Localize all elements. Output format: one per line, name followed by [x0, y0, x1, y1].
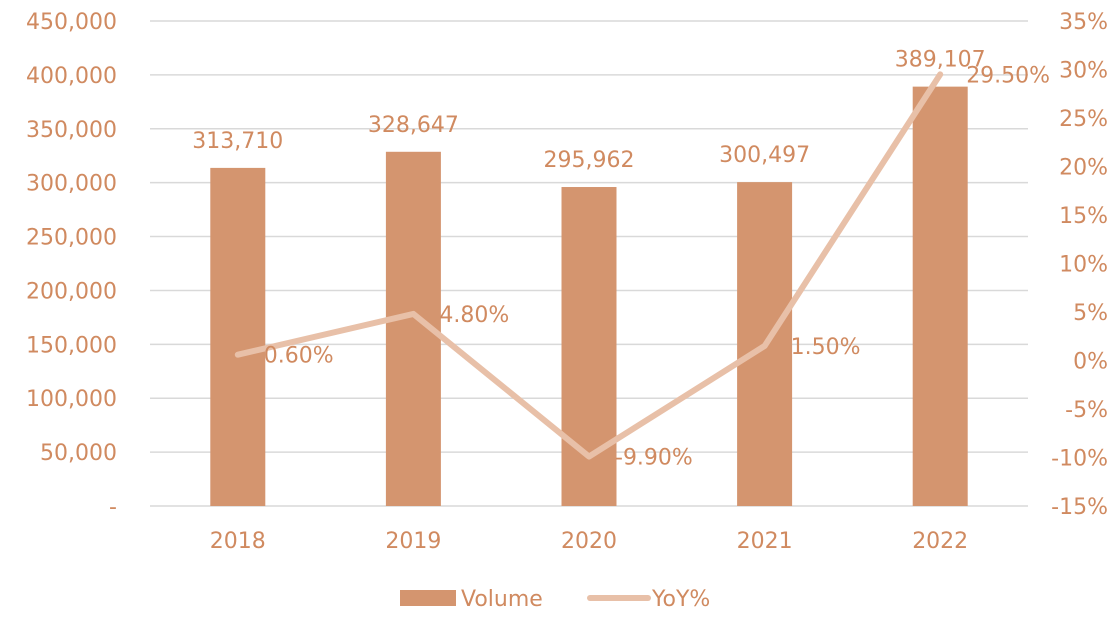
- x-tick-label: 2018: [210, 529, 266, 554]
- y-right-tick-label: 10%: [1059, 253, 1108, 278]
- bar: [210, 167, 266, 507]
- y-right-tick-label: -15%: [1051, 495, 1108, 520]
- y-left-tick-label: 400,000: [26, 64, 117, 89]
- legend-label-yoy: YoY%: [651, 587, 710, 612]
- y-right-tick-label: -10%: [1051, 447, 1108, 472]
- y-right-tick-label: 20%: [1059, 156, 1108, 181]
- x-tick-label: 2022: [912, 529, 968, 554]
- y-left-tick-label: 450,000: [26, 10, 117, 35]
- legend-label-volume: Volume: [461, 587, 543, 612]
- y-left-tick-label: 250,000: [26, 226, 117, 251]
- y-left-tick-label: 300,000: [26, 172, 117, 197]
- bar: [912, 86, 968, 506]
- y-left-tick-label: 350,000: [26, 118, 117, 143]
- series-line: [234, 71, 944, 460]
- y-left-tick-label: -: [109, 495, 117, 520]
- legend-swatch-volume: [400, 590, 456, 606]
- y-right-tick-label: 15%: [1059, 204, 1108, 229]
- line-data-label: 0.60%: [264, 344, 334, 369]
- y-right-tick-label: 0%: [1073, 350, 1108, 375]
- line-data-label: 4.80%: [439, 303, 509, 328]
- y-right-tick-label: -5%: [1065, 398, 1108, 423]
- y-right-tick-label: 35%: [1059, 10, 1108, 35]
- bar-data-label: 295,962: [544, 148, 635, 173]
- y-right-tick-label: 5%: [1073, 301, 1108, 326]
- y-left-tick-label: 150,000: [26, 333, 117, 358]
- bar-data-label: 389,107: [895, 48, 986, 73]
- x-tick-label: 2021: [737, 529, 793, 554]
- y-left-tick-label: 200,000: [26, 279, 117, 304]
- y-right-tick-label: 25%: [1059, 107, 1108, 132]
- y-left-tick-label: 50,000: [40, 441, 117, 466]
- line-data-label: 29.50%: [966, 63, 1050, 88]
- line-data-label: -9.90%: [615, 446, 693, 471]
- y-right-tick-label: 30%: [1059, 59, 1108, 84]
- line-data-label: 1.50%: [791, 335, 861, 360]
- bar-data-label: 328,647: [368, 113, 459, 138]
- bar-data-label: 313,710: [192, 129, 283, 154]
- y-left-tick-label: 100,000: [26, 387, 117, 412]
- bar-data-label: 300,497: [719, 143, 810, 168]
- x-tick-label: 2019: [385, 529, 441, 554]
- x-tick-label: 2020: [561, 529, 617, 554]
